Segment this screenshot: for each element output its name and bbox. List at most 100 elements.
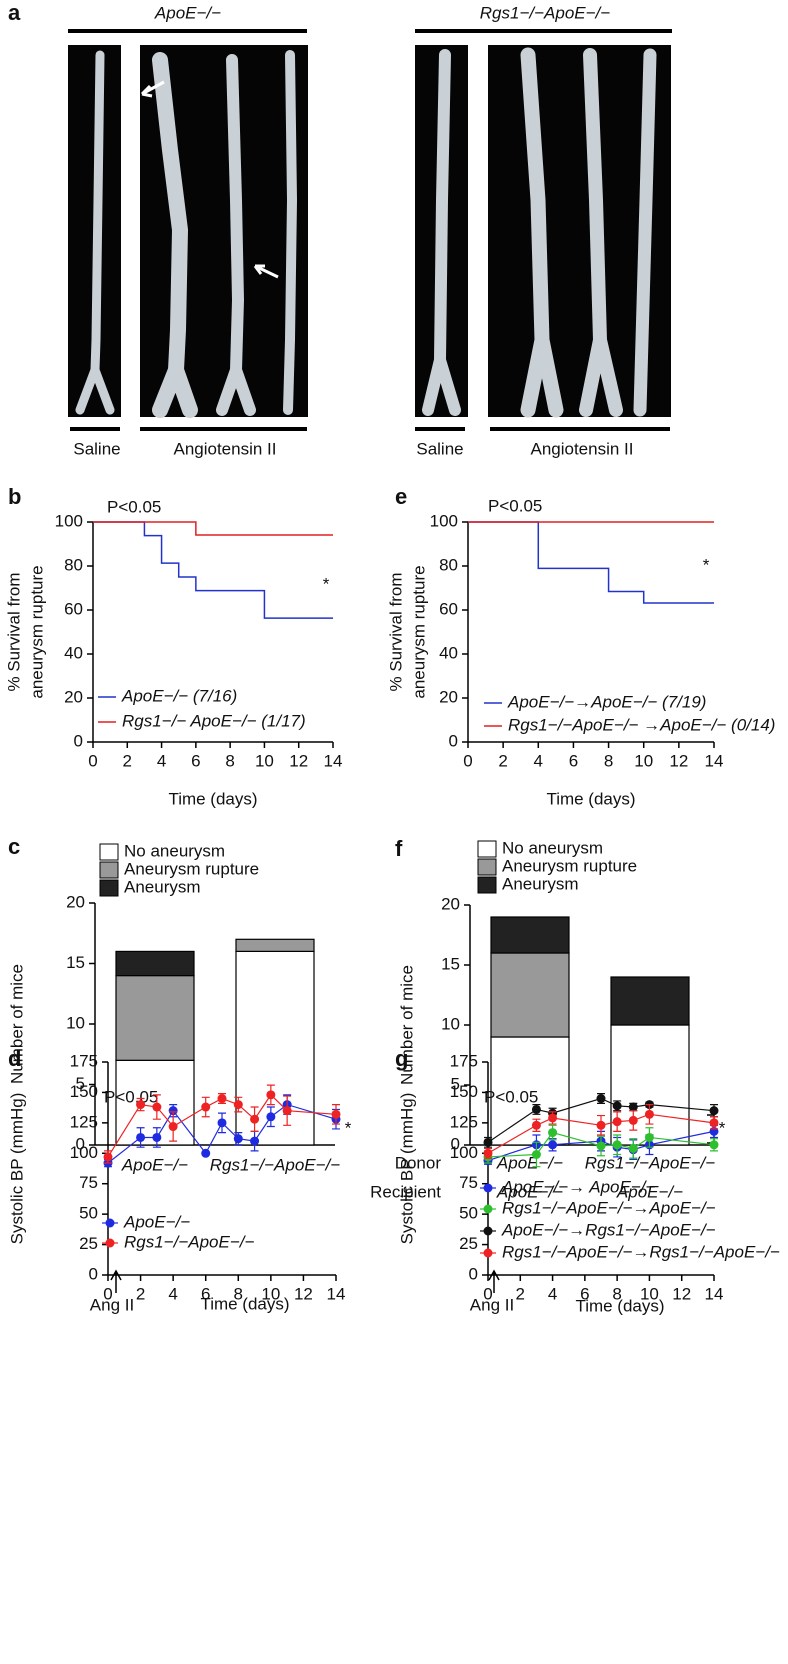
data-point bbox=[266, 1112, 276, 1122]
data-point bbox=[531, 1150, 541, 1160]
data-point bbox=[201, 1148, 211, 1158]
legend-label: Rgs1−/− ApoE−/− (1/17) bbox=[122, 711, 306, 730]
data-point bbox=[644, 1109, 654, 1119]
y-tick-label: 15 bbox=[66, 953, 85, 972]
annotation: * bbox=[719, 1118, 726, 1137]
panel-label: f bbox=[395, 836, 403, 861]
x-tick-label: 2 bbox=[123, 751, 132, 770]
vessels bbox=[75, 47, 657, 418]
treatment-label: Saline bbox=[73, 439, 120, 458]
x-tick-label: 6 bbox=[580, 1284, 589, 1303]
data-point bbox=[596, 1120, 606, 1130]
data-point bbox=[152, 1132, 162, 1142]
y-tick-label: 5 bbox=[76, 1074, 85, 1093]
legend-label: ApoE−/− bbox=[123, 1212, 190, 1231]
y-tick-label: 100 bbox=[55, 511, 83, 530]
row-label: Recipient bbox=[370, 1182, 441, 1201]
y-tick-label: 50 bbox=[79, 1204, 98, 1223]
x-tick-label: 2 bbox=[136, 1284, 145, 1303]
x-tick-label: 6 bbox=[569, 751, 578, 770]
bar-segment bbox=[490, 952, 570, 1038]
y-tick-label: 60 bbox=[439, 599, 458, 618]
x-tick-label: 8 bbox=[604, 751, 613, 770]
annotation: Ang II bbox=[90, 1295, 134, 1314]
data-point bbox=[103, 1152, 113, 1162]
bar-segment bbox=[115, 950, 195, 977]
y-tick-label: 20 bbox=[66, 892, 85, 911]
x-tick-label: 2 bbox=[498, 751, 507, 770]
x-tick-label: 14 bbox=[327, 1284, 346, 1303]
data-point bbox=[233, 1100, 243, 1110]
legend-label: Aneurysm rupture bbox=[124, 859, 259, 878]
y-tick-label: 40 bbox=[64, 643, 83, 662]
x-tick-label: 4 bbox=[168, 1284, 177, 1303]
y-tick-label: 0 bbox=[89, 1264, 98, 1283]
y-axis-label: Systolic BP (mmHg) bbox=[397, 1093, 416, 1245]
x-tick-label: 10 bbox=[634, 751, 653, 770]
legend-label: No aneurysm bbox=[502, 838, 603, 857]
legend-label: Aneurysm rupture bbox=[502, 856, 637, 875]
x-tick-label: 14 bbox=[705, 751, 724, 770]
legend-swatch bbox=[477, 876, 497, 894]
data-point bbox=[483, 1148, 493, 1158]
legend-swatch bbox=[99, 843, 119, 861]
legend-label: No aneurysm bbox=[124, 841, 225, 860]
group-title: ApoE−/− bbox=[154, 3, 221, 22]
survival-curve bbox=[93, 521, 333, 619]
x-tick-label: 8 bbox=[234, 1284, 243, 1303]
data-point bbox=[282, 1106, 292, 1116]
y-tick-label: 175 bbox=[70, 1051, 98, 1070]
data-point bbox=[709, 1106, 719, 1116]
y-axis-label: aneurysm rupture bbox=[409, 565, 428, 698]
y-tick-label: 40 bbox=[439, 643, 458, 662]
legend-marker bbox=[483, 1204, 493, 1214]
category-label: ApoE−/− bbox=[616, 1182, 683, 1201]
data-point bbox=[331, 1109, 341, 1119]
x-axis-label: Time (days) bbox=[168, 789, 257, 808]
data-point bbox=[168, 1122, 178, 1132]
y-tick-label: 20 bbox=[439, 687, 458, 706]
y-tick-label: 150 bbox=[70, 1082, 98, 1101]
y-tick-label: 0 bbox=[469, 1264, 478, 1283]
x-tick-label: 6 bbox=[191, 751, 200, 770]
y-tick-label: 15 bbox=[441, 954, 460, 973]
data-point bbox=[531, 1104, 541, 1114]
legend-label: ApoE−/−→ ApoE−/− bbox=[501, 1177, 655, 1196]
y-tick-label: 25 bbox=[459, 1234, 478, 1253]
x-tick-label: 0 bbox=[103, 1284, 112, 1303]
x-tick-label: 4 bbox=[548, 1284, 557, 1303]
legend-marker bbox=[105, 1218, 115, 1228]
bar-segment bbox=[235, 950, 315, 1146]
x-tick-label: 10 bbox=[261, 1284, 280, 1303]
data-point bbox=[596, 1094, 606, 1104]
data-point bbox=[483, 1137, 493, 1147]
x-tick-label: 2 bbox=[516, 1284, 525, 1303]
legend-label: ApoE−/−→ApoE−/− (7/19) bbox=[507, 692, 706, 711]
x-tick-label: 14 bbox=[324, 751, 343, 770]
panel-label: e bbox=[395, 484, 407, 509]
legend-marker bbox=[483, 1183, 493, 1193]
panel-label: a bbox=[8, 0, 21, 25]
data-point bbox=[612, 1101, 622, 1111]
y-tick-label: 125 bbox=[450, 1112, 478, 1131]
legend-marker bbox=[483, 1248, 493, 1258]
x-tick-label: 12 bbox=[294, 1284, 313, 1303]
panel-a: a ApoE−/− Rgs1−/−ApoE−/− Saline Angioten… bbox=[8, 0, 672, 458]
category-label: Rgs1−/−ApoE−/− bbox=[210, 1155, 341, 1174]
annotation: P<0.05 bbox=[488, 496, 542, 515]
bar-segment bbox=[115, 1059, 195, 1146]
data-point bbox=[250, 1136, 260, 1146]
x-tick-label: 8 bbox=[225, 751, 234, 770]
y-axis-label: % Survival from bbox=[4, 572, 23, 691]
x-tick-label: 12 bbox=[289, 751, 308, 770]
bar-segment bbox=[490, 916, 570, 954]
y-tick-label: 10 bbox=[441, 1014, 460, 1033]
legend-swatch bbox=[477, 840, 497, 858]
data-point bbox=[644, 1132, 654, 1142]
legend-swatch bbox=[99, 879, 119, 897]
x-tick-label: 12 bbox=[672, 1284, 691, 1303]
y-axis-label: % Survival from bbox=[386, 572, 405, 691]
bar-segment bbox=[610, 1024, 690, 1146]
x-axis-label: Time (days) bbox=[546, 789, 635, 808]
y-tick-label: 50 bbox=[459, 1204, 478, 1223]
